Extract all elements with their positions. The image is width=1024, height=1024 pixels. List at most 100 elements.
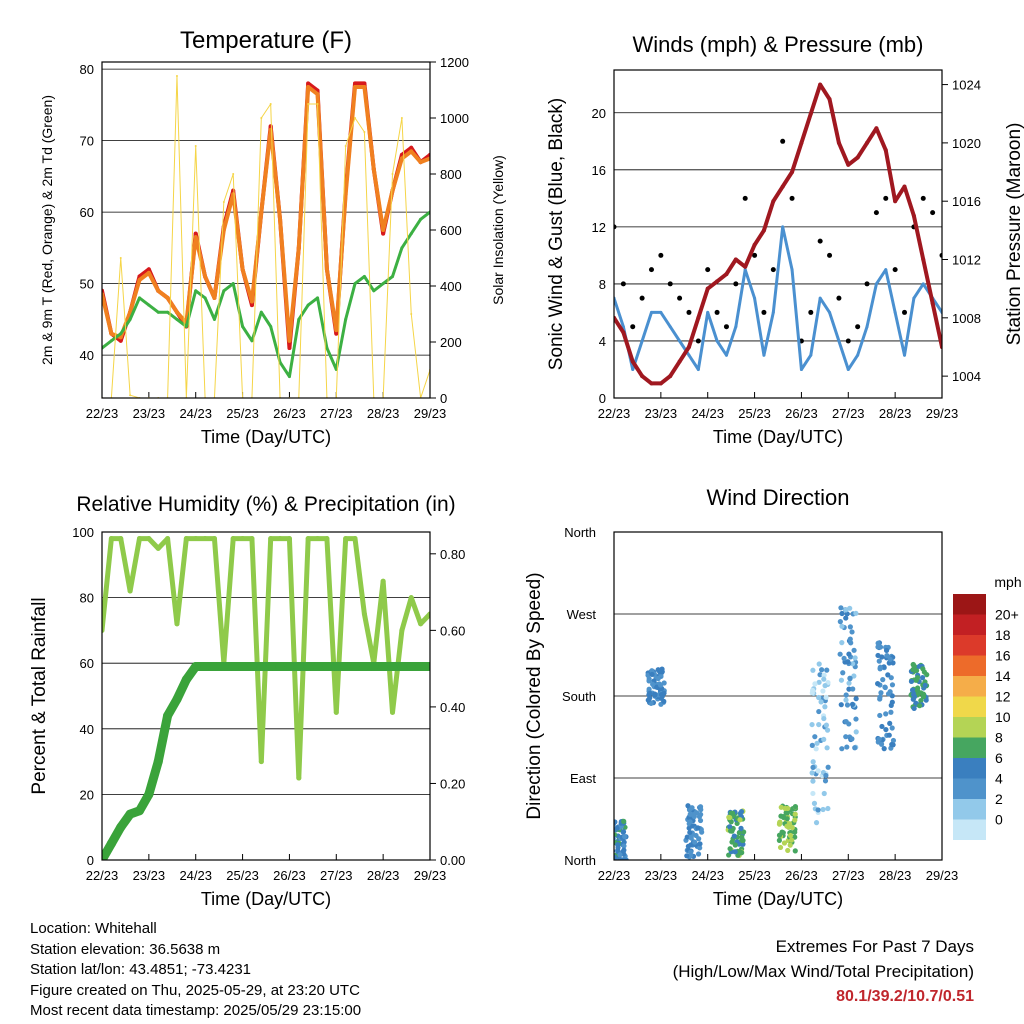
y-tick-label: North — [564, 525, 596, 540]
direction-point — [728, 819, 734, 825]
y2-tick-label: 0 — [440, 391, 447, 406]
direction-point — [816, 661, 822, 667]
direction-point — [849, 629, 855, 635]
gust-point — [761, 309, 767, 315]
data-point — [724, 353, 728, 357]
chart-panel-4: Wind Direction 22/23 23/23 24/23 25/23 26/23 2… — [524, 485, 1022, 909]
data-point — [705, 286, 710, 291]
direction-point — [657, 682, 664, 688]
direction-point — [777, 844, 784, 851]
data-point — [921, 257, 926, 262]
y2-tick-label: 400 — [440, 279, 462, 294]
data-point — [621, 330, 626, 335]
data-point — [780, 184, 785, 189]
x-tick-label: 23/23 — [645, 868, 678, 883]
direction-point — [850, 661, 856, 667]
data-point — [153, 757, 163, 767]
direction-point — [889, 725, 895, 731]
gust-point — [892, 267, 898, 273]
data-point — [287, 345, 292, 350]
direction-point — [825, 764, 831, 770]
data-point — [146, 267, 151, 272]
direction-point — [822, 683, 828, 689]
direction-point — [810, 759, 816, 765]
data-point — [343, 192, 348, 197]
direction-point — [645, 697, 651, 703]
x-tick-label: 29/23 — [414, 406, 447, 421]
data-point — [649, 310, 653, 314]
data-point — [799, 367, 803, 371]
data-point — [268, 124, 273, 129]
y-tick-label: 40 — [80, 722, 94, 737]
direction-point — [877, 712, 883, 719]
data-point — [809, 353, 813, 357]
data-point — [912, 296, 916, 300]
x-tick-label: 25/23 — [738, 868, 771, 883]
legend-swatch — [953, 614, 986, 635]
data-point — [409, 149, 414, 154]
data-point — [818, 82, 823, 87]
direction-cluster — [683, 803, 705, 860]
data-point — [903, 353, 907, 357]
data-point — [202, 536, 208, 542]
y2-axis-label: Solar Insolation (Yellow) — [490, 155, 506, 305]
direction-point — [852, 745, 858, 751]
direction-cluster — [645, 666, 667, 707]
data-point — [400, 246, 404, 250]
direction-point — [614, 854, 618, 860]
gust-point — [742, 195, 748, 201]
direction-point — [876, 658, 882, 664]
series-9m-t — [102, 85, 430, 343]
legend-label: 14 — [995, 668, 1011, 684]
data-point — [856, 353, 860, 357]
y2-tick-label: 1000 — [440, 111, 469, 126]
gust-point — [930, 210, 936, 216]
gust-point — [780, 138, 786, 144]
data-point — [322, 661, 332, 671]
data-point — [409, 232, 413, 236]
gust-point — [817, 238, 823, 244]
data-point — [343, 536, 349, 542]
direction-point — [687, 811, 693, 817]
gust-point — [733, 281, 739, 287]
data-point — [259, 210, 264, 215]
direction-point — [877, 664, 883, 670]
data-point — [249, 303, 254, 308]
data-point — [128, 310, 133, 315]
direction-point — [810, 764, 816, 770]
series-gust — [614, 138, 942, 344]
x-tick-label: 28/23 — [367, 406, 400, 421]
x-tick-label: 25/23 — [226, 868, 259, 883]
direction-point — [650, 681, 656, 687]
direction-cluster — [614, 818, 629, 860]
plot-area — [102, 75, 430, 398]
data-point — [631, 367, 635, 371]
data-point — [184, 325, 188, 329]
gust-point — [920, 195, 926, 201]
data-point — [363, 131, 366, 133]
legend-swatch — [953, 594, 986, 615]
direction-point — [812, 734, 818, 740]
data-point — [388, 661, 398, 671]
data-point — [194, 289, 198, 293]
direction-point — [875, 640, 881, 646]
y2-tick-label: 800 — [440, 167, 462, 182]
direction-cluster — [725, 808, 747, 859]
series-rh — [102, 536, 430, 781]
data-point — [137, 278, 142, 283]
direction-point — [922, 682, 928, 689]
direction-point — [617, 852, 623, 858]
direction-point — [647, 690, 653, 696]
direction-point — [884, 653, 890, 659]
data-point — [378, 661, 388, 671]
direction-point — [816, 679, 822, 685]
legend-swatch — [953, 676, 986, 697]
direction-point — [685, 843, 691, 849]
direction-point — [888, 709, 894, 715]
direction-point — [843, 607, 849, 613]
direction-point — [823, 772, 829, 779]
direction-point — [822, 704, 828, 710]
data-point — [316, 296, 320, 300]
y2-tick-label: 1008 — [952, 311, 981, 326]
direction-point — [614, 825, 620, 831]
